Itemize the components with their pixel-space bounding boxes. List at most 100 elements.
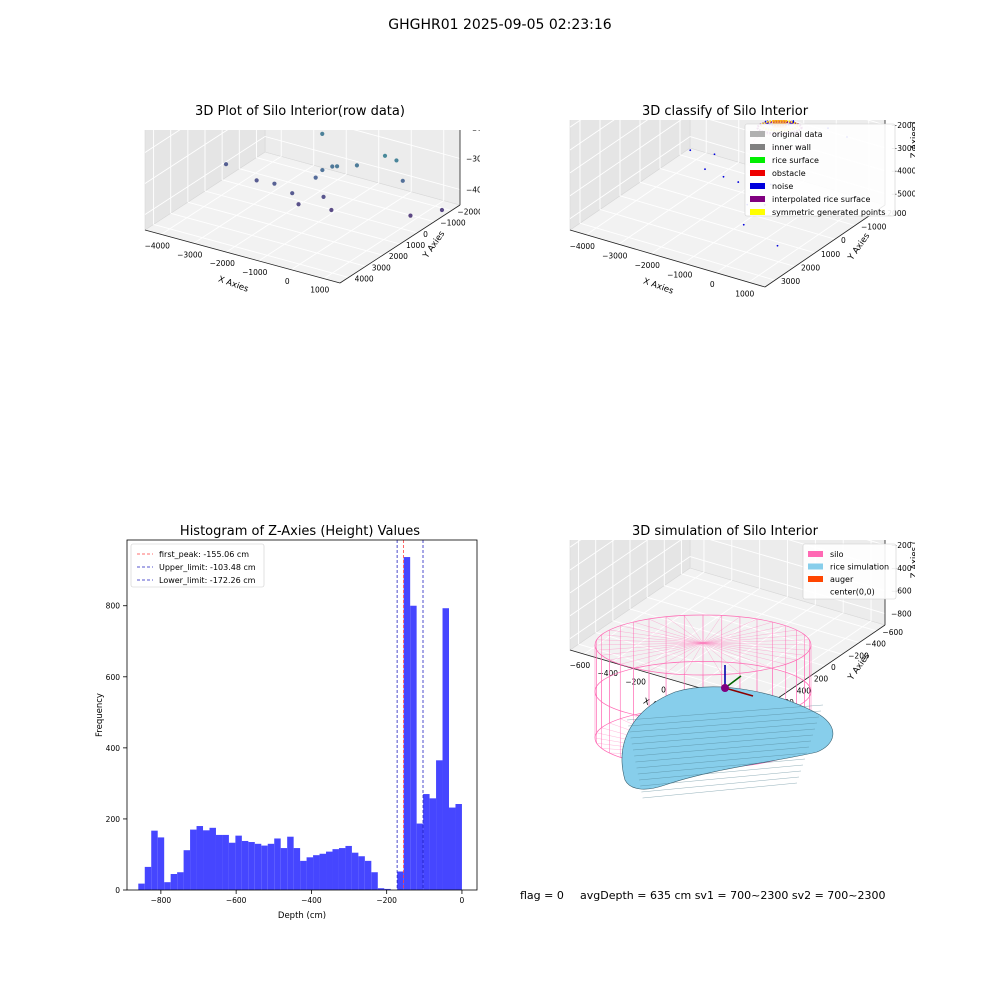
- sim-silo-ring: [594, 614, 812, 676]
- chart-simulation-3d: −600−400−20002004006006004002000−200−400…: [569, 540, 915, 799]
- sim-legend-label: rice simulation: [830, 563, 889, 572]
- raw-y-tick: −1000: [440, 219, 466, 228]
- sim-grid-y: [664, 585, 860, 644]
- sim-legend-swatch: [808, 551, 823, 557]
- sim-grid-z: [569, 540, 615, 571]
- sim-grid-z: [569, 556, 691, 639]
- raw-x-tick: −1000: [242, 268, 268, 277]
- cls-legend-swatch: [750, 170, 765, 176]
- histogram-bar: [351, 852, 359, 890]
- sim-silo-roof-line: [702, 615, 722, 644]
- histogram-bar: [280, 848, 288, 890]
- sim-legend-label: silo: [830, 550, 844, 559]
- sim-silo-roof-line: [648, 642, 704, 672]
- sim-legend-swatch: [808, 563, 823, 570]
- cls-legend-swatch: [750, 209, 765, 215]
- histogram-bar: [248, 842, 255, 890]
- raw-data-point: [320, 131, 325, 136]
- raw-y-tick: 0: [423, 230, 428, 239]
- sim-silo-roof-line: [684, 615, 704, 644]
- sim-silo-roof-line: [596, 639, 704, 644]
- histogram-y-tick: 800: [106, 602, 121, 611]
- cls-noise-point: [722, 175, 725, 178]
- sim-y-tick: 0: [831, 663, 836, 672]
- cls-legend-label: interpolated rice surface: [772, 195, 870, 204]
- sim-rice-mesh: [631, 728, 816, 745]
- chart-raw-3d: −4000 −3000 −2000 −1000 0 1000 4000 3000 2000 100…: [144, 130, 480, 295]
- sim-z-tick: −200: [891, 541, 912, 550]
- histogram-legend-label: Lower_limit: -172.26 cm: [159, 576, 256, 585]
- cls-grid-z: [569, 120, 615, 151]
- raw-data-point: [382, 153, 388, 158]
- sim-silo-roof-line: [702, 642, 758, 672]
- sim-legend-label: center(0,0): [830, 588, 875, 597]
- cls-noise-point: [704, 168, 706, 171]
- raw-grid-y: [222, 179, 418, 234]
- sim-silo-roof-line: [702, 642, 722, 675]
- cls-y-tick: −1000: [861, 223, 887, 232]
- histogram-bar: [416, 823, 424, 890]
- cls-x-tick: −3000: [602, 251, 628, 260]
- raw-grid-y: [239, 168, 435, 223]
- raw-data-point: [254, 178, 259, 183]
- raw-data-point: [334, 164, 340, 169]
- sim-grid-z: [689, 556, 886, 615]
- panel-title-histogram: Histogram of Z-Axies (Height) Values: [179, 524, 421, 539]
- raw-y-tick: 1000: [406, 241, 425, 250]
- sim-rice-surface: [621, 686, 834, 790]
- raw-grid-z: [144, 136, 266, 215]
- raw-data-point: [223, 162, 229, 167]
- footer-stats: avgDepth = 635 cm sv1 = 700~2300 sv2 = 7…: [580, 889, 886, 902]
- sim-x-tick: −600: [570, 661, 591, 670]
- raw-x-tick: 0: [285, 277, 290, 286]
- raw-grid-y: [153, 223, 349, 278]
- histogram-bar: [306, 857, 314, 890]
- sim-silo-roof-line: [633, 642, 704, 669]
- raw-x-tick: −3000: [177, 250, 203, 259]
- sim-x-tick: −400: [597, 669, 618, 678]
- raw-x-axis-line: [144, 229, 341, 284]
- raw-grid-z: [353, 130, 461, 159]
- sim-grid-z: [569, 540, 682, 617]
- raw-x-tick: −2000: [210, 259, 236, 268]
- cls-legend-label: inner wall: [772, 143, 811, 152]
- sim-rice-mesh: [636, 752, 808, 769]
- cls-x-label: X Axies: [642, 277, 675, 297]
- histogram-bar: [410, 605, 417, 890]
- histogram-bar: [164, 882, 171, 890]
- histogram-bar: [254, 843, 262, 890]
- raw-data-point: [394, 158, 399, 163]
- sim-rice-mesh: [632, 734, 814, 751]
- histogram-bar: [196, 826, 204, 890]
- sim-center-point: [721, 684, 729, 692]
- sim-silo-roof-line: [702, 618, 758, 644]
- chart-histogram: −800 −600 −400 −200 0 0 200 400 600 800 Depth (cm)…: [95, 539, 478, 920]
- footer-flag: flag = 0: [520, 889, 564, 902]
- sim-rice-mesh: [630, 722, 818, 739]
- chart-classify-3d: −4000−3000−2000−1000010003000200010000−1…: [569, 120, 915, 298]
- cls-legend-label: original data: [772, 130, 823, 139]
- histogram-bar: [170, 874, 178, 890]
- sim-grid-y: [595, 631, 791, 690]
- raw-data-point: [290, 191, 295, 196]
- raw-z-tick: −4000: [466, 186, 480, 195]
- cls-z-tick: −3000: [891, 144, 915, 153]
- cls-y-tick: 2000: [801, 264, 820, 273]
- histogram-y-tick: 400: [106, 744, 121, 753]
- histogram-bar: [241, 840, 249, 890]
- sim-silo-roof-line: [702, 642, 810, 651]
- raw-x-tick: −4000: [145, 241, 171, 250]
- sim-rice-mesh: [637, 758, 806, 775]
- sim-silo-roof-line: [620, 625, 704, 644]
- cls-z-tick: −5000: [891, 190, 915, 199]
- sim-legend-box: [802, 543, 897, 600]
- raw-y-axis-line: [339, 204, 461, 284]
- cls-noise-point: [742, 223, 745, 226]
- panel-title-raw: 3D Plot of Silo Interior(row data): [195, 104, 405, 119]
- sim-rice-mesh: [641, 776, 800, 793]
- histogram-bar: [190, 829, 197, 890]
- sim-silo-roof-line: [601, 642, 704, 656]
- raw-data-point: [313, 175, 318, 180]
- histogram-bar: [338, 848, 346, 890]
- histogram-bar: [442, 608, 449, 890]
